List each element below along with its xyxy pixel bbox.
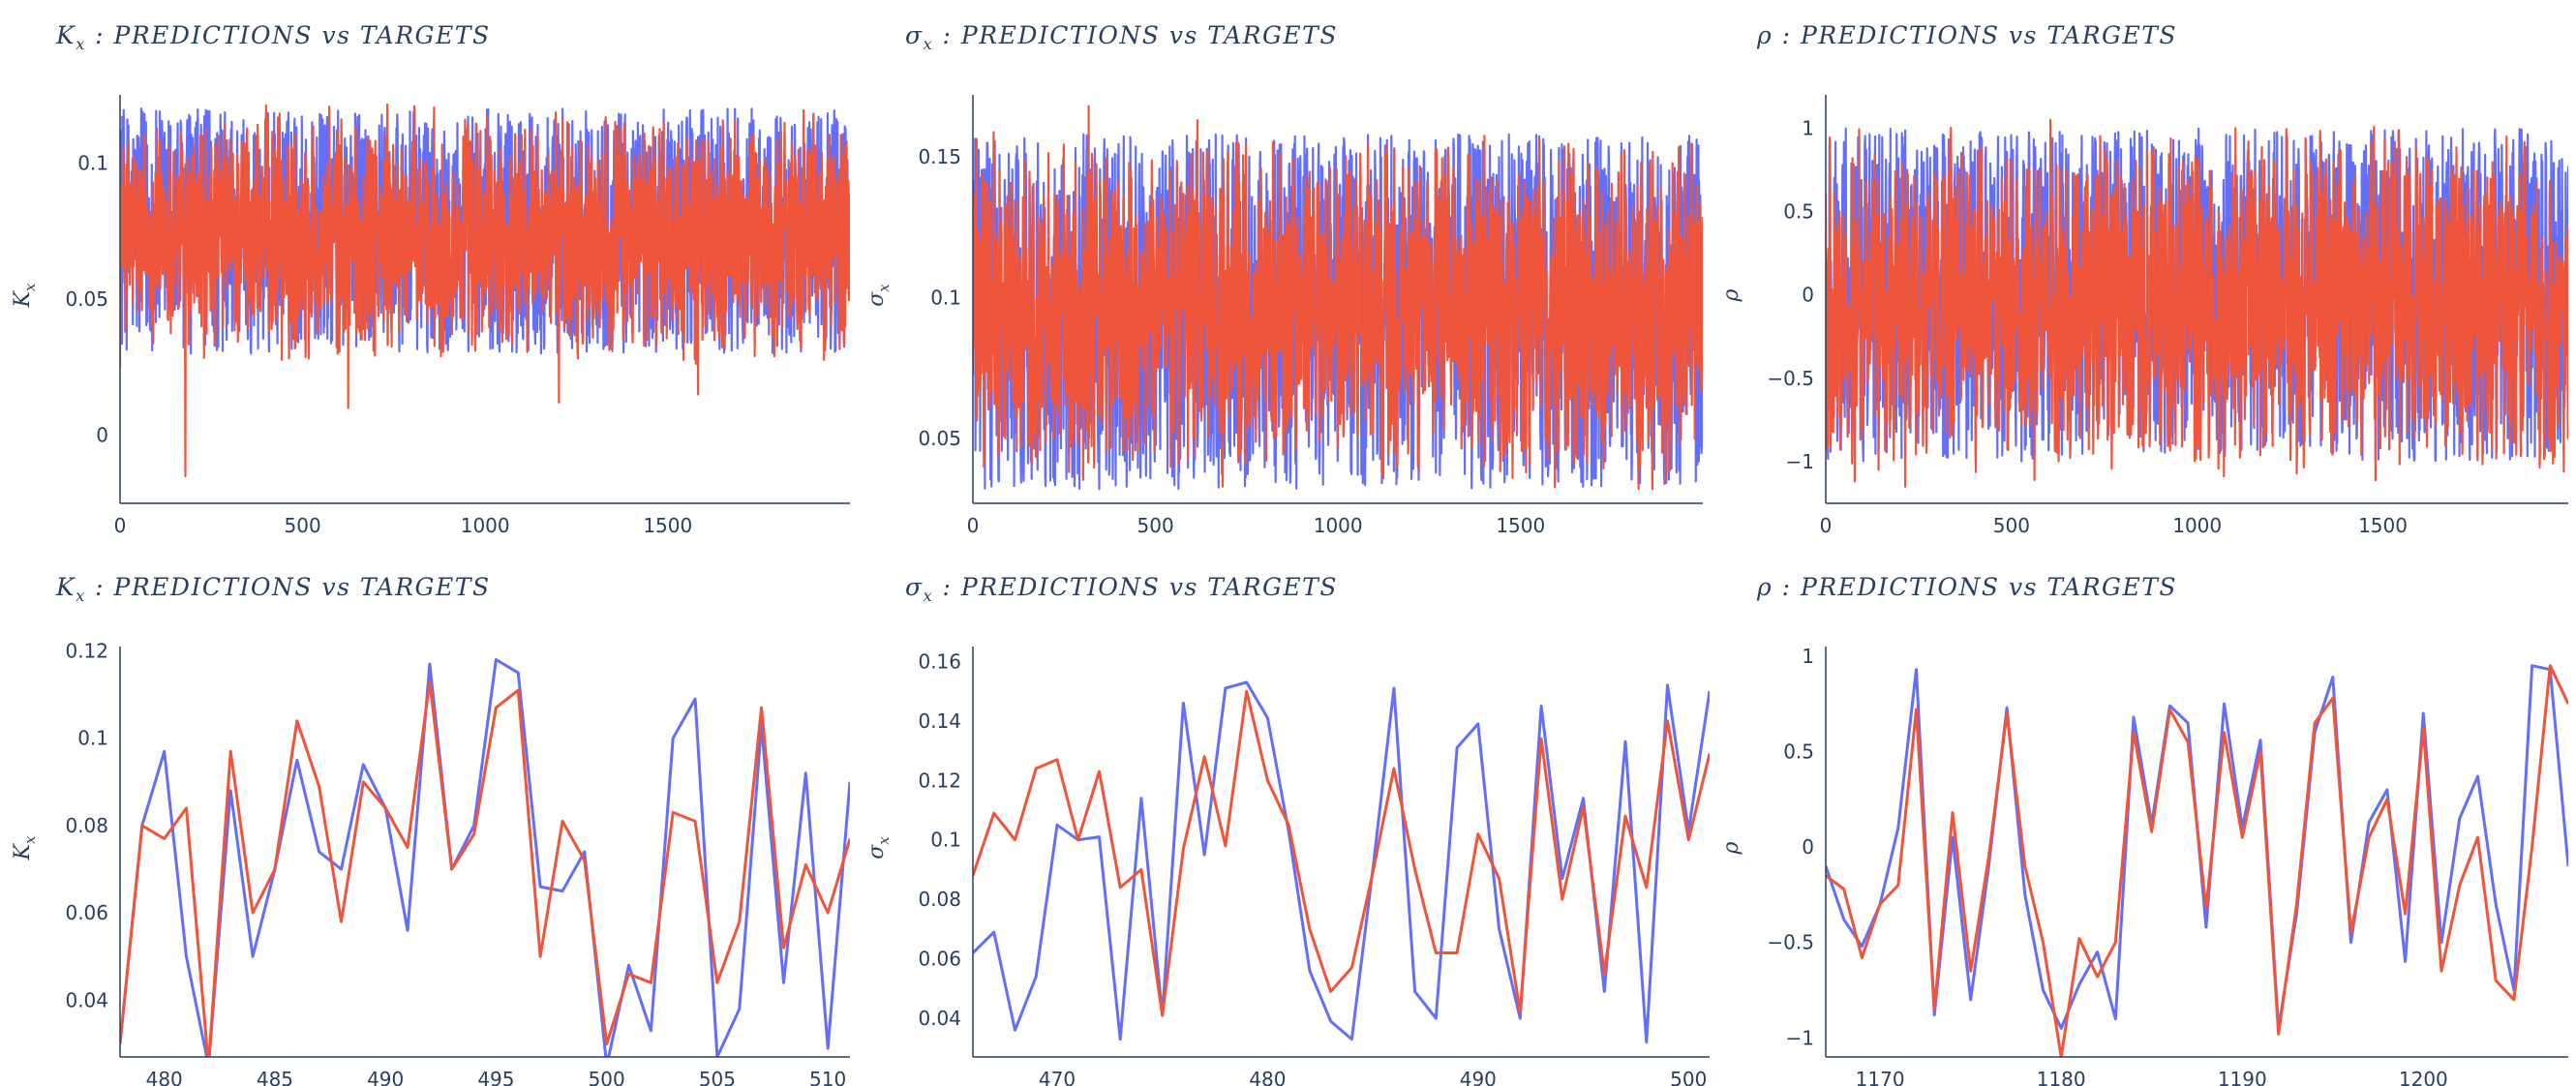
x-tick-label: 1170 [1856,1068,1905,1086]
y-tick-label: 0.1 [77,151,108,174]
x-tick-label: 480 [1249,1068,1286,1086]
series-line-predictions [120,679,850,1057]
x-tick-label: 490 [367,1068,404,1086]
x-tick-label: 1500 [643,514,692,537]
y-tick-label: 0.12 [65,640,108,663]
panel-title: σx : PREDICTIONS vs TARGETS [905,21,1338,53]
title-text: : PREDICTIONS vs TARGETS [85,21,491,49]
y-tick-label: 0.08 [918,888,961,911]
title-text: : PREDICTIONS vs TARGETS [85,573,491,601]
x-tick-label: 495 [477,1068,514,1086]
y-tick-label: 0 [1802,835,1814,859]
title-subscript: x [923,35,934,53]
series-line-predictions [973,105,1703,491]
title-symbol: K [56,21,76,49]
series-line-predictions [1826,664,2568,1057]
y-tick-label: 0.12 [918,769,961,792]
y-tick-label: 0 [96,424,108,447]
x-tick-label: 1180 [2037,1068,2086,1086]
y-tick-label: 0.04 [65,988,108,1011]
panel-title: σx : PREDICTIONS vs TARGETS [905,573,1338,605]
panel-title: Kx : PREDICTIONS vs TARGETS [56,21,491,53]
title-symbol: σ [905,21,924,49]
x-tick-label: 485 [257,1068,293,1086]
y-tick-label: 0 [1802,284,1814,307]
y-tick-label: 1 [1802,116,1814,139]
x-tick-label: 500 [1993,514,2030,537]
panel-title: ρ : PREDICTIONS vs TARGETS [1757,573,2177,605]
title-subscript: x [76,35,86,53]
y-tick-label: 0.5 [1783,739,1814,763]
y-tick-label: 0.05 [918,427,961,450]
title-symbol: ρ [1757,21,1773,49]
title-symbol: σ [905,573,924,601]
x-tick-label: 510 [809,1068,846,1086]
y-axis-label: Kx [11,283,39,308]
y-tick-label: −1 [1786,1026,1814,1049]
y-axis-label: ρ [1719,288,1743,302]
y-tick-label: 0.08 [65,814,108,837]
y-tick-label: 0.5 [1783,200,1814,224]
x-tick-label: 0 [1820,514,1833,537]
y-axis-label: σx [864,284,893,307]
x-tick-label: 500 [589,1068,625,1086]
title-text: : PREDICTIONS vs TARGETS [1773,573,2178,601]
x-tick-label: 1190 [2218,1068,2267,1086]
y-tick-label: −0.5 [1767,367,1814,390]
y-tick-label: 1 [1802,645,1814,668]
x-tick-label: 1000 [1314,514,1363,537]
y-tick-label: −0.5 [1767,931,1814,954]
y-axis-label: Kx [11,835,39,860]
y-tick-label: 0.04 [918,1007,961,1030]
y-tick-label: 0.1 [930,287,961,310]
x-tick-label: 500 [285,514,321,537]
title-symbol: K [56,573,76,601]
series-line-predictions [1826,118,2568,488]
x-tick-label: 490 [1460,1068,1497,1086]
y-axis-label: σx [864,836,893,860]
x-tick-label: 480 [146,1068,183,1086]
y-tick-label: 0.15 [918,145,961,168]
series-line-predictions [120,103,850,477]
y-tick-label: 0.06 [918,948,961,971]
panel-title: ρ : PREDICTIONS vs TARGETS [1757,21,2177,53]
y-tick-label: 0.1 [77,727,108,750]
y-tick-label: 0.05 [65,287,108,311]
x-tick-label: 0 [967,514,980,537]
title-text: : PREDICTIONS vs TARGETS [933,21,1338,49]
series-line-predictions [973,689,1710,1017]
x-tick-label: 500 [1670,1068,1707,1086]
title-subscript: x [923,587,934,605]
x-tick-label: 1000 [2172,514,2222,537]
y-tick-label: 0.14 [918,709,961,733]
panel-title: Kx : PREDICTIONS vs TARGETS [56,573,491,605]
series-line-targets [120,658,850,1057]
x-tick-label: 1200 [2399,1068,2448,1086]
y-axis-label: ρ [1719,841,1743,855]
y-tick-label: 0.1 [930,829,961,852]
title-text: : PREDICTIONS vs TARGETS [1773,21,2178,49]
x-tick-label: 0 [114,514,127,537]
x-tick-label: 470 [1039,1068,1076,1086]
x-tick-label: 1000 [461,514,510,537]
title-symbol: ρ [1757,573,1773,601]
x-tick-label: 1500 [2358,514,2408,537]
x-tick-label: 500 [1137,514,1174,537]
y-tick-label: 0.16 [918,649,961,673]
y-tick-label: −1 [1786,450,1814,473]
x-tick-label: 505 [699,1068,736,1086]
x-tick-label: 1500 [1496,514,1545,537]
title-text: : PREDICTIONS vs TARGETS [933,573,1338,601]
y-tick-label: 0.06 [65,901,108,924]
title-subscript: x [76,587,86,605]
